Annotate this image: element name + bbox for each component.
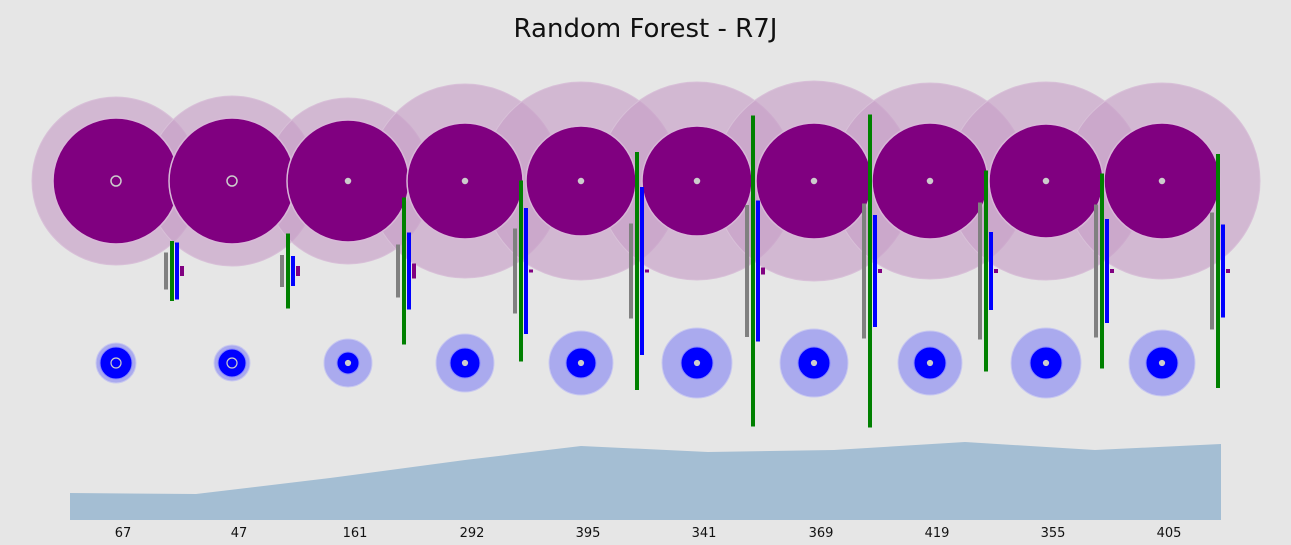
bar-s5-369 <box>868 114 872 428</box>
bar-s5-355 <box>1100 173 1104 369</box>
purple-center-47 <box>226 175 238 187</box>
bar-s5-395 <box>635 152 639 390</box>
blue-center-405 <box>1158 359 1166 367</box>
blue-center-292 <box>461 359 469 367</box>
bar-s7-67 <box>164 252 168 290</box>
purple-center-405 <box>1158 177 1166 185</box>
bar-s6-419 <box>989 232 993 310</box>
purple-center-341 <box>693 177 701 185</box>
blue-center-161 <box>344 359 352 367</box>
bar-s7-395 <box>629 223 633 319</box>
purple-core-67 <box>52 117 180 245</box>
purple-center-161 <box>344 177 352 185</box>
bar-s7-369 <box>862 203 866 339</box>
bar-s6-47 <box>291 256 295 286</box>
bar-s6-341 <box>756 200 760 342</box>
blue-center-355 <box>1042 359 1050 367</box>
purple-center-67 <box>110 175 122 187</box>
bar-s8-419 <box>994 269 998 273</box>
bar-s6-161 <box>407 232 411 310</box>
bar-s6-405 <box>1221 224 1225 318</box>
x-tick-label-292: 292 <box>460 526 485 541</box>
bar-s8-395 <box>645 269 649 273</box>
purple-center-292 <box>461 177 469 185</box>
purple-core-47 <box>168 117 296 245</box>
bar-s8-47 <box>296 266 300 276</box>
bar-s7-355 <box>1094 204 1098 338</box>
x-tick-label-67: 67 <box>115 526 132 541</box>
bar-s8-67 <box>180 266 184 276</box>
x-tick-label-355: 355 <box>1041 526 1066 541</box>
purple-center-355 <box>1042 177 1050 185</box>
bar-s5-405 <box>1216 154 1220 388</box>
blue-center-67 <box>110 357 122 369</box>
purple-center-395 <box>577 177 585 185</box>
bar-s5-67 <box>170 241 174 301</box>
purple-center-419 <box>926 177 934 185</box>
bar-s5-419 <box>984 170 988 372</box>
bar-s5-161 <box>402 197 406 345</box>
bar-s8-161 <box>412 263 416 279</box>
blue-core-67 <box>99 346 133 380</box>
x-tick-label-395: 395 <box>576 526 601 541</box>
bar-s6-67 <box>175 242 179 300</box>
bar-s8-341 <box>761 267 765 275</box>
x-tick-label-161: 161 <box>343 526 368 541</box>
blue-center-47 <box>226 357 238 369</box>
bar-s6-292 <box>524 208 528 334</box>
bar-s7-419 <box>978 202 982 340</box>
bar-s7-292 <box>513 228 517 314</box>
bar-s6-369 <box>873 215 877 327</box>
bar-s7-405 <box>1210 212 1214 330</box>
x-tick-label-369: 369 <box>809 526 834 541</box>
x-tick-label-341: 341 <box>692 526 717 541</box>
blue-core-47 <box>217 348 247 378</box>
bar-s6-395 <box>640 187 644 355</box>
bar-s8-405 <box>1226 269 1230 273</box>
x-tick-label-47: 47 <box>231 526 248 541</box>
purple-center-369 <box>810 177 818 185</box>
bar-s8-355 <box>1110 269 1114 273</box>
bar-s5-292 <box>519 180 523 362</box>
blue-center-395 <box>577 359 585 367</box>
bar-s5-47 <box>286 233 290 309</box>
bar-s7-47 <box>280 255 284 287</box>
bar-s8-292 <box>529 269 533 273</box>
x-tick-label-419: 419 <box>925 526 950 541</box>
chart-title: Random Forest - R7J <box>513 14 778 44</box>
area-band <box>70 442 1221 520</box>
blue-center-419 <box>926 359 934 367</box>
x-tick-label-405: 405 <box>1157 526 1182 541</box>
bar-s8-369 <box>878 269 882 273</box>
bar-s7-161 <box>396 244 400 298</box>
blue-center-341 <box>693 359 701 367</box>
blue-center-369 <box>810 359 818 367</box>
bar-s6-355 <box>1105 219 1109 323</box>
bar-s7-341 <box>745 205 749 337</box>
bar-s5-341 <box>751 115 755 427</box>
